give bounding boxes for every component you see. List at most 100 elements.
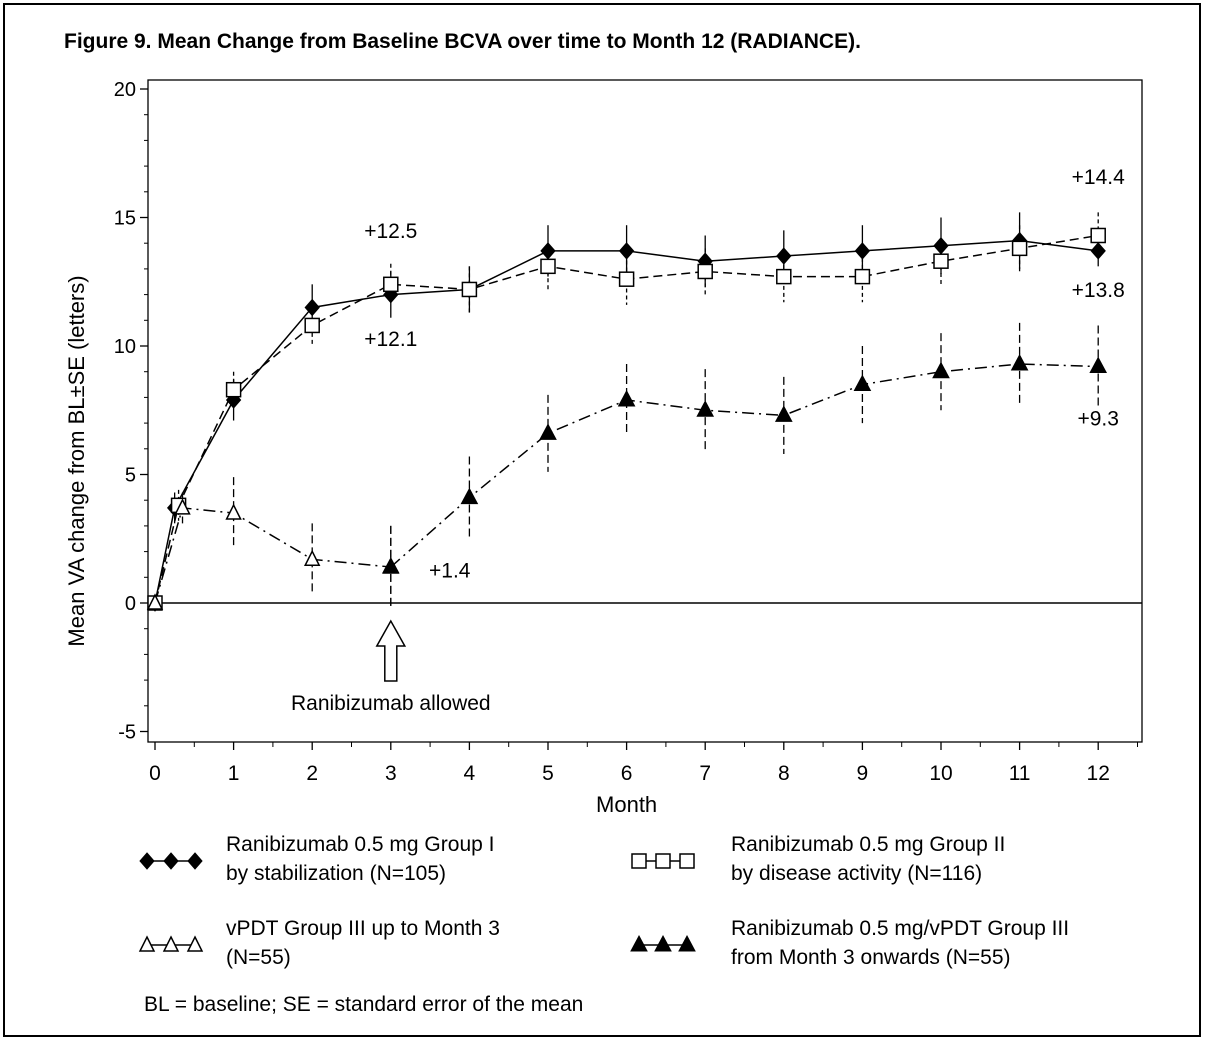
data-point-g1: [304, 298, 320, 317]
legend-marker-g3a: [186, 935, 204, 952]
legend-g3b-line1: Ranibizumab 0.5 mg/vPDT Group III: [731, 917, 1070, 940]
legend-marker-g3b: [630, 934, 648, 952]
y-tick-label: 0: [125, 593, 136, 615]
x-tick-label: 4: [464, 762, 476, 785]
data-point-g3a: [225, 503, 242, 520]
series-g3a: [154, 477, 392, 609]
y-tick-label: 15: [114, 208, 136, 230]
data-point-g2: [1011, 240, 1028, 257]
data-point-g3a: [174, 498, 191, 515]
y-tick-label: 10: [114, 336, 136, 358]
data-point-g3b: [932, 361, 950, 379]
legend-symbol-g2: [631, 853, 695, 869]
annotation-label: +1.4: [429, 559, 471, 582]
x-tick-label: 8: [778, 762, 790, 785]
data-point-g2: [225, 381, 242, 398]
data-point-g3a: [303, 549, 321, 567]
arrow-label: Ranibizumab allowed: [291, 692, 491, 715]
y-tick-label: 5: [125, 465, 136, 487]
figure-frame: [3, 3, 1201, 1037]
data-point-g1: [933, 237, 949, 255]
x-tick-label: 0: [149, 762, 161, 785]
legend-marker-g2: [679, 853, 695, 869]
data-point-g2: [383, 276, 399, 293]
annotation-label: +13.8: [1072, 279, 1125, 302]
legend-g2-line2: by disease activity (N=116): [731, 862, 983, 885]
annotation-label: +12.5: [364, 220, 417, 243]
series-line-g1: [154, 239, 1099, 604]
data-point-g1: [776, 247, 792, 265]
legend-g3b: Ranibizumab 0.5 mg/vPDT Group III from M…: [731, 914, 1069, 972]
plot-area-border: [147, 79, 1143, 743]
y-axis-label: Mean VA change from BL±SE (letters): [64, 275, 89, 646]
markers-g3b: [381, 353, 1108, 574]
x-tick-label: 5: [542, 762, 554, 785]
data-point-g2: [776, 268, 792, 285]
legend-marker-g2: [655, 853, 671, 869]
legend-marker-g1: [187, 852, 203, 870]
legend-g3a-line1: vPDT Group III up to Month 3: [226, 917, 500, 940]
legend-g2-line1: Ranibizumab 0.5 mg Group II: [731, 833, 1006, 856]
x-tick-label: 2: [306, 762, 318, 785]
data-point-g3a: [146, 593, 164, 610]
legend-marker-g3b: [678, 934, 696, 952]
legend-g1: Ranibizumab 0.5 mg Group I by stabilizat…: [226, 830, 494, 888]
legend-g3a: vPDT Group III up to Month 3 (N=55): [226, 914, 500, 972]
legend-marker-g3a: [138, 935, 156, 952]
ranibizumab-allowed-arrow: [375, 619, 407, 682]
legend-marker-g3a: [162, 935, 180, 952]
legend-marker-g1: [139, 852, 155, 870]
series-line-g3b: [390, 363, 1099, 568]
legend-symbol-g3b: [630, 934, 696, 952]
data-point-g2: [618, 271, 635, 287]
legend-g1-line1: Ranibizumab 0.5 mg Group I: [226, 833, 495, 856]
data-point-g3b: [696, 400, 715, 417]
x-axis-label: Month: [596, 792, 657, 817]
data-point-g2: [461, 281, 478, 298]
x-tick-label: 12: [1087, 762, 1110, 785]
figure-title: Figure 9. Mean Change from Baseline BCVA…: [64, 30, 861, 53]
data-point-g3b: [1010, 353, 1029, 371]
legend-marker-g1: [163, 852, 179, 870]
data-point-g3b: [539, 423, 557, 440]
data-point-g3b: [460, 487, 479, 505]
data-point-g3b: [853, 374, 872, 392]
data-point-g1: [1090, 242, 1106, 260]
legend-g2: Ranibizumab 0.5 mg Group II by disease a…: [731, 830, 1005, 888]
x-tick-label: 3: [385, 762, 397, 785]
data-point-g3b: [1089, 356, 1108, 374]
data-point-g1: [854, 242, 871, 260]
x-tick-label: 7: [699, 762, 711, 785]
annotation-label: +9.3: [1077, 408, 1118, 431]
x-tick-label: 10: [929, 762, 952, 785]
legend-marker-g3b: [654, 934, 672, 952]
legend-marker-g2: [631, 853, 647, 869]
annotation-label: +12.1: [364, 328, 417, 351]
y-tick-label: -5: [118, 722, 136, 744]
markers-g2: [147, 227, 1106, 611]
data-point-g3b: [774, 405, 793, 422]
data-point-g2: [697, 263, 713, 280]
series-g3b: [390, 322, 1099, 609]
x-tick-label: 1: [228, 762, 240, 785]
y-tick-label: 20: [114, 79, 136, 101]
markers-g3a: [146, 498, 400, 610]
data-point-g2: [933, 253, 949, 269]
data-point-g2: [854, 268, 871, 285]
data-point-g2: [304, 317, 320, 334]
x-tick-label: 9: [857, 762, 869, 785]
data-point-g3b: [381, 556, 400, 574]
legend-symbol-g3a: [138, 935, 204, 952]
series-line-g2: [154, 234, 1099, 604]
legend-g3b-line2: from Month 3 onwards (N=55): [731, 946, 1011, 969]
data-point-g3b: [617, 389, 636, 407]
legend-symbol-g1: [139, 852, 203, 870]
footnote: BL = baseline; SE = standard error of th…: [144, 993, 584, 1016]
data-point-g1: [618, 242, 635, 260]
series-line-g3a: [154, 507, 391, 604]
data-point-g2: [1090, 227, 1106, 244]
data-point-g2: [540, 258, 556, 275]
data-point-g1: [540, 242, 556, 260]
x-tick-label: 6: [621, 762, 633, 785]
